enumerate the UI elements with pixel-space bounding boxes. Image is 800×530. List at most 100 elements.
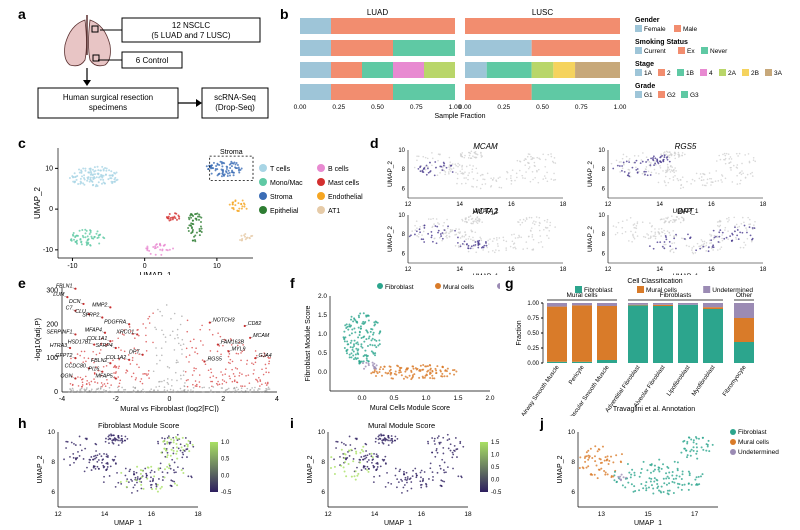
svg-text:2B: 2B [751, 70, 759, 77]
svg-text:Mast cells: Mast cells [328, 180, 360, 187]
svg-text:Fibroblast Module Score: Fibroblast Module Score [98, 421, 179, 430]
svg-text:14: 14 [101, 511, 109, 518]
svg-text:COL1A2: COL1A2 [106, 355, 126, 361]
svg-text:OGN: OGN [60, 373, 72, 379]
svg-text:Sample Fraction: Sample Fraction [435, 113, 486, 120]
svg-text:MCAM: MCAM [473, 142, 498, 151]
svg-text:8: 8 [321, 459, 325, 466]
svg-text:0.75: 0.75 [410, 104, 423, 111]
svg-text:DCN: DCN [69, 299, 81, 305]
svg-text:8: 8 [402, 232, 406, 238]
svg-text:0.50: 0.50 [371, 104, 384, 111]
svg-text:1.0: 1.0 [491, 453, 500, 459]
svg-text:10: 10 [398, 148, 405, 154]
svg-text:18: 18 [464, 511, 472, 518]
panel-label-e: e [18, 275, 26, 291]
panel-b: LUADLUSCGenderFemaleMaleSmoking StatusCu… [290, 8, 790, 133]
panel-label-b: b [280, 6, 289, 22]
svg-text:Other: Other [736, 292, 753, 299]
panel-label-c: c [18, 135, 26, 151]
svg-text:18: 18 [560, 202, 567, 208]
svg-text:MYL9: MYL9 [232, 346, 246, 352]
svg-text:-0.5: -0.5 [491, 490, 502, 496]
svg-text:1.0: 1.0 [318, 331, 327, 338]
svg-text:Vascular Smooth Muscle: Vascular Smooth Muscle [568, 364, 611, 416]
svg-text:PI16: PI16 [88, 367, 99, 373]
svg-text:0.50: 0.50 [536, 104, 549, 111]
svg-text:SFRP2: SFRP2 [82, 312, 99, 318]
svg-text:G1: G1 [644, 92, 653, 99]
svg-text:0.5: 0.5 [389, 395, 398, 402]
svg-text:0.5: 0.5 [318, 350, 327, 357]
svg-text:UMAP_2: UMAP_2 [387, 226, 394, 252]
svg-text:1.5: 1.5 [491, 440, 500, 446]
panel-label-i: i [290, 415, 294, 431]
svg-text:Mono/Mac: Mono/Mac [270, 180, 303, 187]
svg-text:16: 16 [148, 511, 156, 518]
svg-text:Mural cells: Mural cells [443, 284, 475, 291]
svg-text:2A: 2A [728, 70, 737, 77]
svg-text:10: 10 [598, 148, 605, 154]
svg-text:-2: -2 [113, 396, 119, 403]
svg-text:GFPT2: GFPT2 [55, 353, 72, 359]
svg-text:12: 12 [405, 267, 412, 273]
svg-text:1.00: 1.00 [527, 301, 539, 307]
svg-text:6: 6 [402, 251, 406, 257]
panel-f: 0.00.51.01.52.00.00.51.01.52.0Mural Cell… [300, 278, 500, 413]
svg-text:Gender: Gender [635, 17, 660, 24]
svg-text:12 NSCLC: 12 NSCLC [172, 21, 210, 30]
svg-text:14: 14 [456, 267, 463, 273]
svg-text:17: 17 [691, 511, 699, 518]
svg-text:Fibroblasts: Fibroblasts [660, 292, 693, 299]
svg-text:0: 0 [168, 396, 172, 403]
svg-text:8: 8 [602, 232, 606, 238]
panel-e: -4-20240100200300Mural vs Fibroblast (lo… [30, 282, 285, 412]
svg-text:Female: Female [644, 26, 666, 33]
svg-text:1.00: 1.00 [614, 104, 627, 111]
svg-text:0.0: 0.0 [491, 478, 500, 484]
svg-text:G2: G2 [667, 92, 676, 99]
panel-label-g: g [505, 275, 514, 291]
svg-text:DPT: DPT [678, 207, 695, 216]
svg-text:14: 14 [371, 511, 379, 518]
svg-text:Never: Never [710, 48, 728, 55]
svg-text:4: 4 [709, 70, 713, 77]
svg-text:14: 14 [656, 202, 663, 208]
svg-text:-10: -10 [43, 247, 53, 254]
svg-text:UMAP_1: UMAP_1 [139, 271, 172, 275]
svg-text:10: 10 [318, 429, 326, 436]
svg-text:1.0: 1.0 [221, 440, 230, 446]
svg-text:MMP2: MMP2 [92, 302, 107, 308]
svg-text:1A: 1A [644, 70, 653, 77]
svg-text:XRCC1: XRCC1 [115, 329, 134, 335]
svg-text:3A: 3A [774, 70, 783, 77]
svg-text:0.5: 0.5 [221, 457, 230, 463]
svg-text:0.00: 0.00 [294, 104, 307, 111]
svg-text:6 Control: 6 Control [136, 56, 169, 65]
svg-text:14: 14 [456, 202, 463, 208]
svg-text:6: 6 [402, 186, 406, 192]
svg-text:10: 10 [213, 263, 221, 270]
svg-text:Fibroblast: Fibroblast [738, 429, 767, 436]
svg-text:16: 16 [708, 202, 715, 208]
svg-text:Mural Cells Module Score: Mural Cells Module Score [370, 405, 450, 412]
svg-text:AT1: AT1 [328, 208, 340, 215]
svg-text:0: 0 [49, 206, 53, 213]
panel-h: 121416186810UMAP_1UMAP_2Fibroblast Modul… [30, 420, 280, 525]
svg-text:UMAP_1: UMAP_1 [634, 520, 662, 525]
svg-text:Endothelial: Endothelial [328, 194, 363, 201]
svg-text:12: 12 [54, 511, 62, 518]
svg-text:0.25: 0.25 [332, 104, 345, 111]
svg-text:Current: Current [644, 48, 666, 55]
svg-text:2.0: 2.0 [485, 395, 494, 402]
svg-text:-0.5: -0.5 [221, 490, 232, 496]
svg-text:10: 10 [568, 429, 576, 436]
svg-text:UMAP_2: UMAP_2 [587, 226, 594, 252]
panel-label-h: h [18, 415, 27, 431]
panel-label-a: a [18, 6, 26, 22]
svg-text:MFAP4: MFAP4 [85, 328, 102, 334]
svg-text:NOTCH3: NOTCH3 [213, 318, 235, 324]
svg-text:8: 8 [571, 459, 575, 466]
svg-text:1B: 1B [686, 70, 694, 77]
svg-text:-4: -4 [59, 396, 65, 403]
